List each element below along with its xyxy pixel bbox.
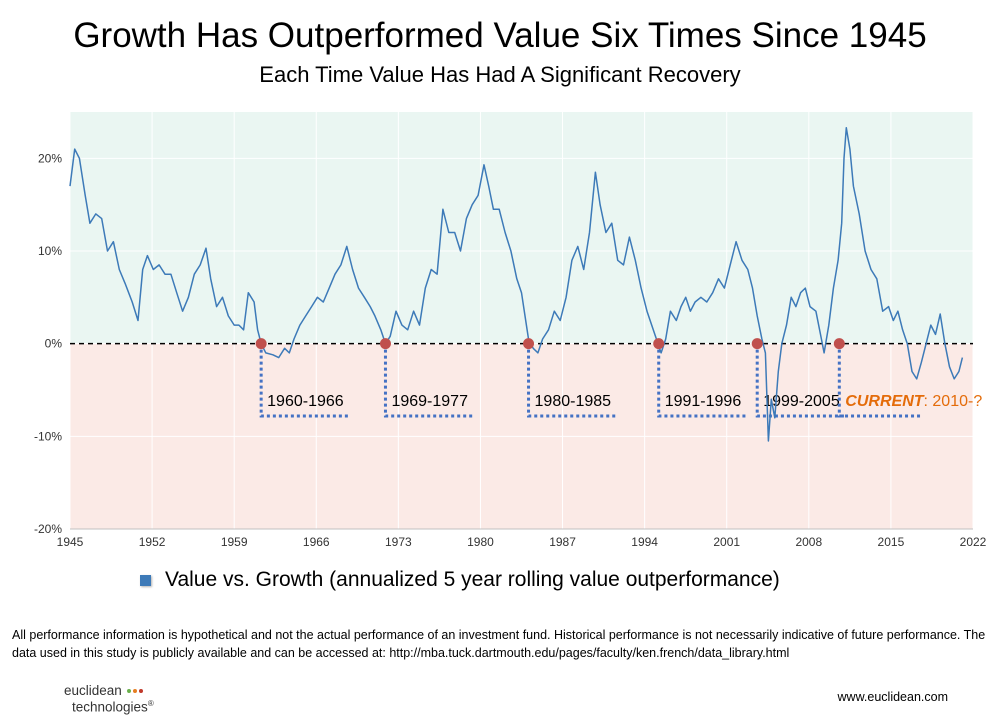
annotation-period-label: 1980-1985 [535, 393, 612, 410]
disclaimer-text: All performance information is hypotheti… [12, 628, 986, 660]
website-link[interactable]: www.euclidean.com [837, 690, 948, 704]
background-band [70, 112, 973, 344]
x-tick-label: 1980 [467, 535, 494, 549]
legend-swatch [140, 574, 151, 586]
crossover-marker [833, 338, 845, 350]
annotation-current-rest: : 2010-? [924, 393, 983, 410]
annotation-period-label: 1999-2005 [763, 393, 840, 410]
x-tick-label: 1945 [57, 535, 84, 549]
annotation-current-emphasis: CURRENT [845, 393, 924, 410]
annotation-bracket [259, 343, 350, 418]
crossover-marker [379, 338, 391, 350]
x-tick-label: 1952 [139, 535, 166, 549]
logo-word-2: technologies [72, 699, 148, 715]
chart-title: Growth Has Outperformed Value Six Times … [73, 16, 927, 55]
logo-word-1: euclidean [64, 683, 122, 698]
annotation-bracket [837, 343, 922, 418]
crossover-marker [751, 338, 763, 350]
x-tick-label: 1973 [385, 535, 412, 549]
x-tick-label: 1987 [549, 535, 576, 549]
y-tick-label: 10% [38, 244, 62, 258]
annotation-period-label: 1969-1977 [391, 393, 468, 410]
legend-label: Value vs. Growth (annualized 5 year roll… [165, 568, 780, 591]
annotation-period-label: 1991-1996 [665, 393, 742, 410]
chart-subtitle: Each Time Value Has Had A Significant Re… [259, 62, 741, 87]
y-tick-label: 0% [45, 337, 63, 351]
y-tick-label: -20% [34, 522, 62, 536]
logo-trademark: ® [147, 699, 154, 708]
y-tick-label: 20% [38, 151, 62, 165]
y-tick-label: -10% [34, 429, 62, 443]
x-tick-label: 2008 [795, 535, 822, 549]
x-tick-label: 1959 [221, 535, 248, 549]
crossover-marker [523, 338, 535, 350]
series-line [69, 127, 964, 442]
logo-dots-icon [125, 684, 143, 697]
x-tick-label: 1994 [631, 535, 658, 549]
annotation-bracket [527, 343, 617, 418]
annotation-bracket [755, 343, 846, 418]
annotation-current-label: CURRENT: 2010-? [845, 393, 982, 410]
annotation-bracket [657, 343, 747, 418]
legend: Value vs. Growth (annualized 5 year roll… [140, 566, 780, 594]
crossover-marker [653, 338, 665, 350]
crossover-marker [255, 338, 267, 350]
line-chart: 1945 1952 1959 1966 1973 1980 1987 1994 2001 2008… [34, 112, 987, 549]
annotation-period-label: 1960-1966 [267, 393, 344, 410]
x-tick-label: 2015 [878, 535, 905, 549]
annotation-bracket [383, 343, 474, 418]
x-tick-label: 2022 [960, 535, 987, 549]
x-tick-label: 2001 [713, 535, 740, 549]
x-tick-label: 1966 [303, 535, 330, 549]
company-logo: euclidean technologies® [64, 684, 154, 714]
